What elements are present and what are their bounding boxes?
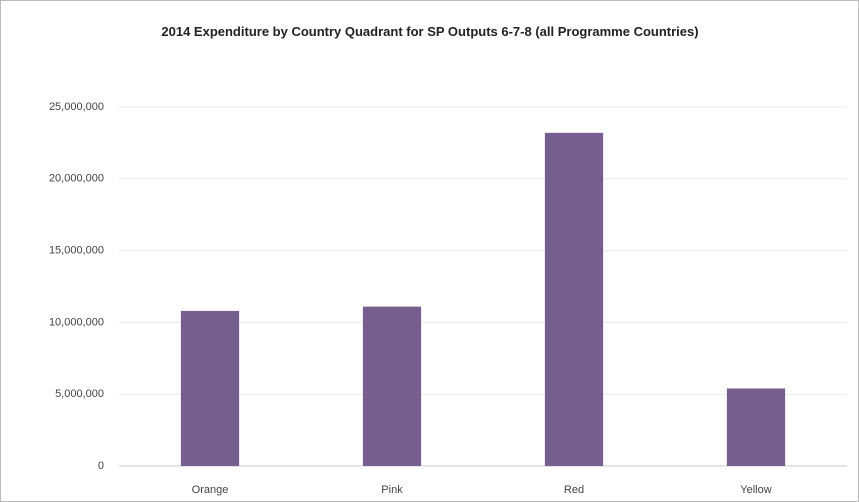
bar xyxy=(726,388,786,466)
bar xyxy=(180,310,240,466)
y-tick-label: 15,000,000 xyxy=(49,245,104,257)
bar xyxy=(544,132,604,466)
chart-title: 2014 Expenditure by Country Quadrant for… xyxy=(161,24,699,39)
y-tick-label: 10,000,000 xyxy=(49,316,104,328)
x-tick-label: Orange xyxy=(192,484,229,496)
y-tick-label: 0 xyxy=(98,460,104,472)
y-tick-label: 25,000,000 xyxy=(49,101,104,113)
x-tick-label: Yellow xyxy=(740,484,771,496)
bar xyxy=(362,306,422,466)
y-tick-label: 5,000,000 xyxy=(55,388,104,400)
x-tick-label: Red xyxy=(564,484,584,496)
x-tick-label: Pink xyxy=(381,484,403,496)
y-tick-label: 20,000,000 xyxy=(49,173,104,185)
